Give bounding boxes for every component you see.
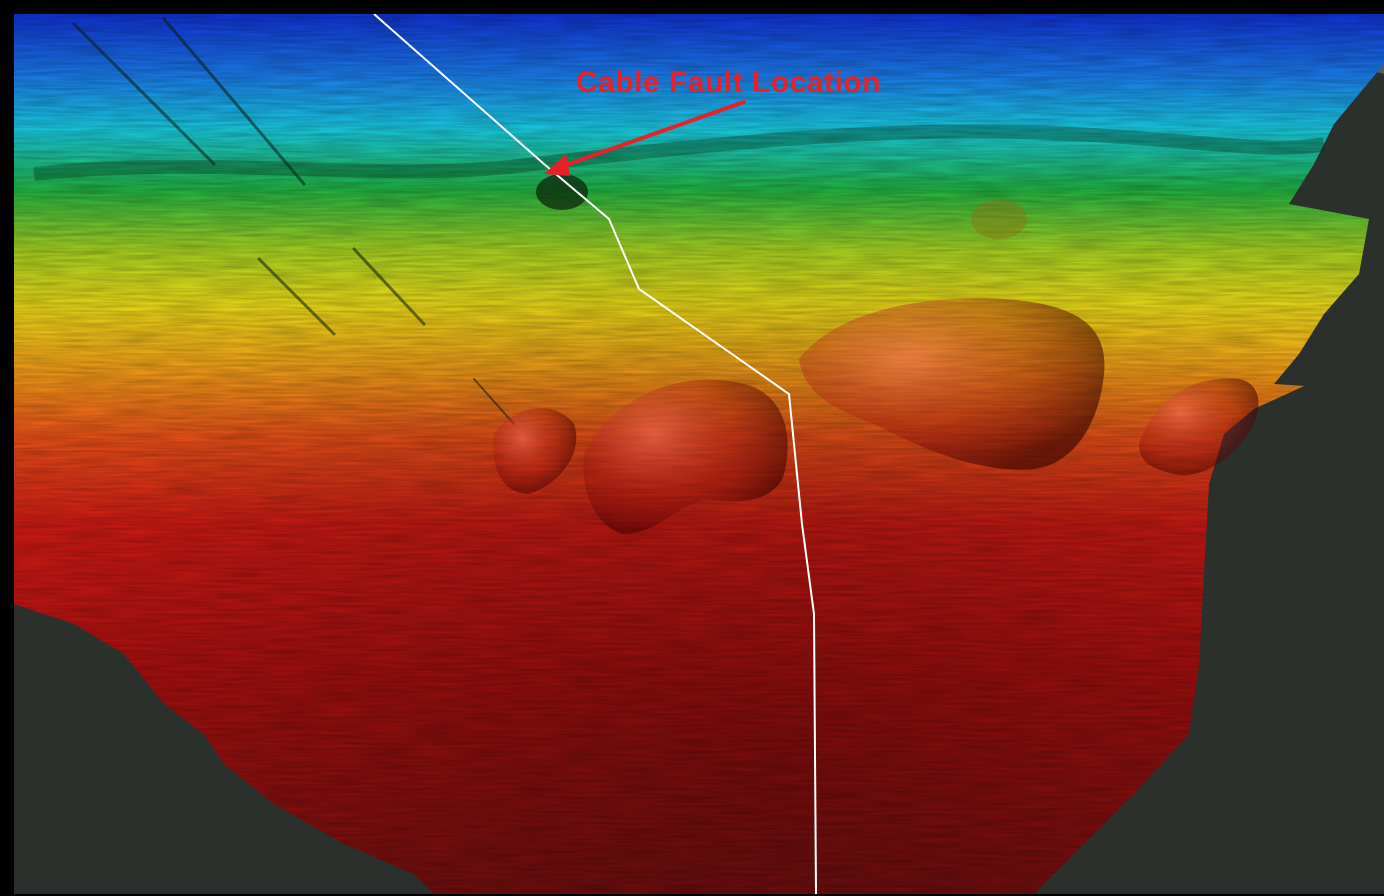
yellow-mound: [971, 199, 1027, 239]
bathymetry-map[interactable]: Cable Fault Location: [14, 14, 1384, 894]
bathymetry-canvas: [14, 14, 1384, 894]
cable-fault-label: Cable Fault Location: [576, 66, 881, 100]
